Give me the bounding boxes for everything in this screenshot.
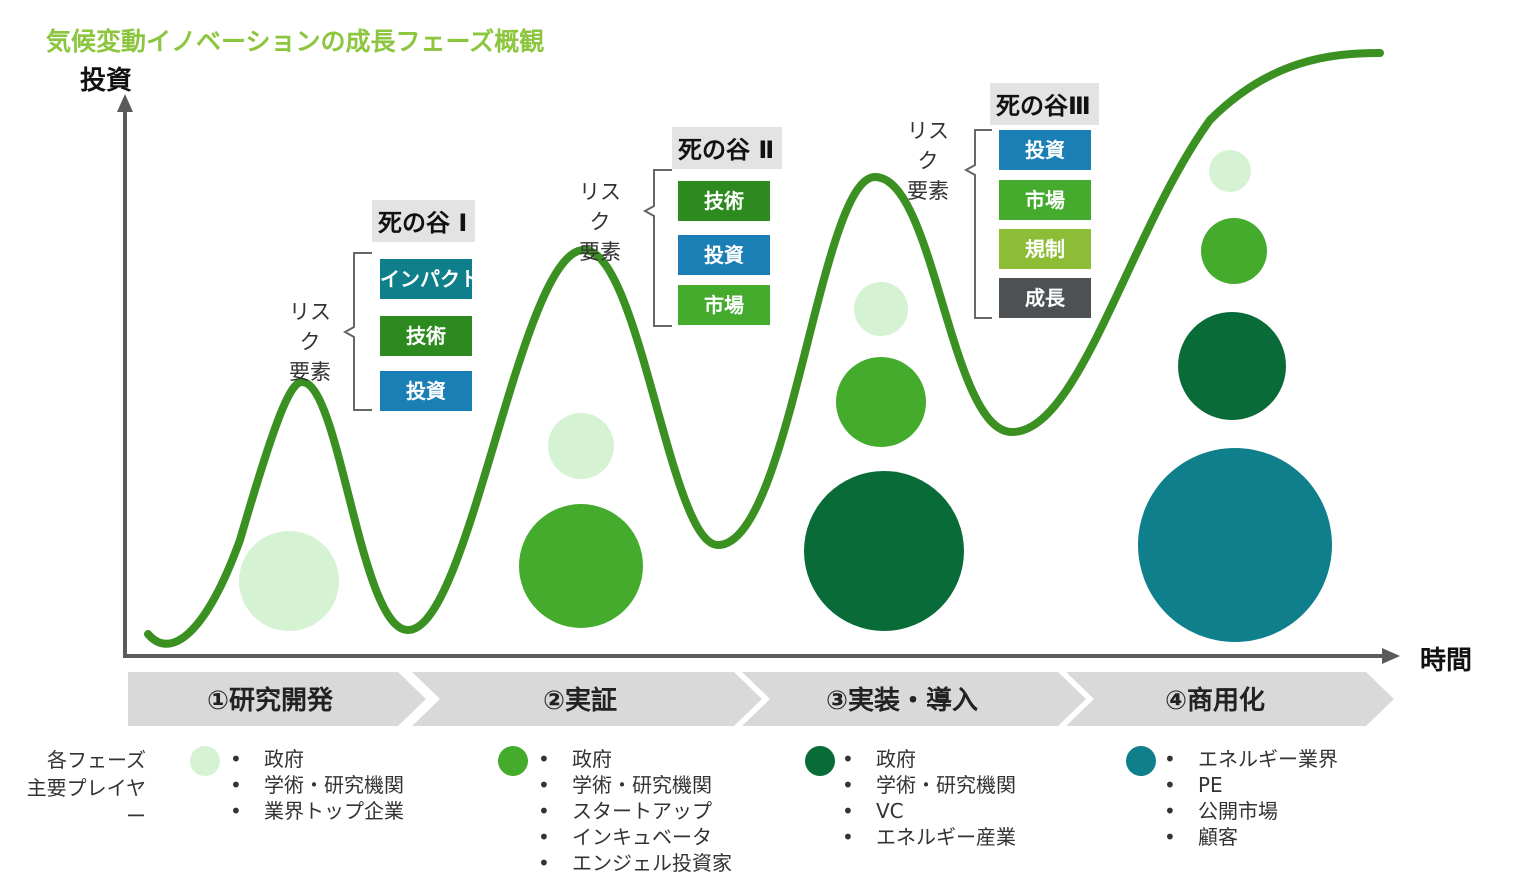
valley-2-risk-market: 市場 bbox=[678, 285, 770, 325]
list-item: エンジェル投資家 bbox=[532, 850, 732, 876]
valley-2-risk-technology: 技術 bbox=[678, 181, 770, 221]
growth-curve bbox=[144, 49, 1384, 648]
bubble-phase2-large bbox=[519, 504, 643, 628]
list-item: 政府 bbox=[224, 746, 404, 772]
list-item: 政府 bbox=[532, 746, 732, 772]
valley-1-risk-technology: 技術 bbox=[380, 316, 472, 356]
risk-bracket-1 bbox=[342, 252, 372, 411]
valley-3-title: 死の谷Ⅲ bbox=[990, 83, 1099, 125]
phase-4-label: ④商用化 bbox=[1164, 686, 1265, 716]
valley-1-title: 死の谷 Ⅰ bbox=[372, 200, 476, 242]
valley-3-risk-label: リスク 要素 bbox=[907, 119, 949, 203]
valley-2-risk-label: リスク 要素 bbox=[579, 180, 621, 264]
valley-3-risk-growth: 成長 bbox=[999, 278, 1091, 318]
valley-1-risk-impact: インパクト bbox=[380, 259, 480, 299]
bubble-phase4-small bbox=[1201, 218, 1267, 284]
list-item: 学術・研究機関 bbox=[532, 772, 732, 798]
phase-2-label: ②実証 bbox=[542, 686, 617, 716]
valley-1-risk-label: リスク 要素 bbox=[289, 300, 331, 384]
list-item: 学術・研究機関 bbox=[836, 772, 1016, 798]
list-item: エネルギー業界 bbox=[1158, 746, 1338, 772]
x-axis-arrowhead bbox=[1382, 648, 1400, 664]
list-item: 学術・研究機関 bbox=[224, 772, 404, 798]
phase-4-legend-dot bbox=[1126, 746, 1156, 776]
phase-2-players: 政府 学術・研究機関 スタートアップ インキュベータ エンジェル投資家 bbox=[532, 746, 732, 876]
phase-3-players: 政府 学術・研究機関 VC エネルギー産業 bbox=[836, 746, 1016, 850]
phase-3-label: ③実装・導入 bbox=[825, 686, 978, 716]
list-item: エネルギー産業 bbox=[836, 824, 1016, 850]
list-item: 業界トップ企業 bbox=[224, 798, 404, 824]
list-item: インキュベータ bbox=[532, 824, 732, 850]
valley-2-risk-investment: 投資 bbox=[678, 235, 770, 275]
bubble-phase1-large bbox=[239, 531, 339, 631]
phase-chevron-3 bbox=[742, 672, 1086, 726]
list-item: VC bbox=[836, 798, 1016, 824]
list-item: スタートアップ bbox=[532, 798, 732, 824]
bubble-phase3-small bbox=[854, 282, 908, 336]
players-header: 各フェーズ 主要プレイヤー bbox=[26, 748, 146, 828]
chart-title: 気候変動イノベーションの成長フェーズ概観 bbox=[46, 27, 545, 56]
valley-3-risk-regulation: 規制 bbox=[999, 229, 1091, 269]
x-axis-label: 時間 bbox=[1420, 646, 1473, 676]
valley-1-risk-investment: 投資 bbox=[380, 371, 472, 411]
list-item: 顧客 bbox=[1158, 824, 1338, 850]
risk-bracket-2 bbox=[642, 169, 672, 327]
risk-bracket-3 bbox=[963, 129, 992, 319]
phase-3-legend-dot bbox=[805, 746, 835, 776]
phase-1-legend-dot bbox=[190, 746, 220, 776]
bubble-phase4-large bbox=[1138, 448, 1332, 642]
list-item: 公開市場 bbox=[1158, 798, 1338, 824]
bubble-phase4-mid bbox=[1178, 312, 1286, 420]
list-item: PE bbox=[1158, 772, 1338, 798]
bubble-phase4-tiny bbox=[1209, 150, 1251, 192]
y-axis-label: 投資 bbox=[80, 66, 133, 96]
phase-chevron-2 bbox=[412, 672, 762, 726]
valley-3-risk-investment: 投資 bbox=[999, 130, 1091, 170]
valley-3-risk-market: 市場 bbox=[999, 180, 1091, 220]
phase-4-players: エネルギー業界 PE 公開市場 顧客 bbox=[1158, 746, 1338, 850]
bubble-phase3-large bbox=[804, 471, 964, 631]
bubble-phase3-mid bbox=[836, 357, 926, 447]
bubble-phase2-small bbox=[548, 413, 614, 479]
list-item: 政府 bbox=[836, 746, 1016, 772]
y-axis-arrowhead bbox=[117, 94, 133, 112]
phase-chevron-1 bbox=[128, 672, 426, 726]
phase-1-label: ①研究開発 bbox=[206, 686, 333, 716]
valley-2-title: 死の谷 Ⅱ bbox=[672, 127, 783, 169]
phase-2-legend-dot bbox=[498, 746, 528, 776]
phase-chevron-4 bbox=[1066, 672, 1394, 726]
phase-1-players: 政府 学術・研究機関 業界トップ企業 bbox=[224, 746, 404, 824]
